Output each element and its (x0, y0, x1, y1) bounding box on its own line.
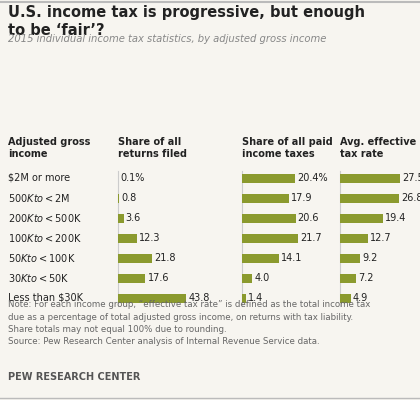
Text: $200K to <$500K: $200K to <$500K (8, 212, 82, 224)
Text: 0.8: 0.8 (121, 193, 136, 203)
Text: Less than $30K: Less than $30K (8, 293, 83, 303)
Bar (242, 174, 295, 182)
Text: 17.9: 17.9 (291, 193, 312, 203)
Bar (118, 234, 137, 242)
Bar (118, 214, 123, 222)
Bar (118, 254, 152, 262)
Text: 7.2: 7.2 (358, 273, 373, 283)
Bar (242, 254, 278, 262)
Text: 1.4: 1.4 (248, 293, 263, 303)
Text: 12.3: 12.3 (139, 233, 161, 243)
Text: 20.6: 20.6 (297, 213, 319, 223)
Text: 9.2: 9.2 (362, 253, 378, 263)
Text: $500K to <$2M: $500K to <$2M (8, 192, 71, 204)
Bar (242, 214, 296, 222)
Text: U.S. income tax is progressive, but enough
to be ‘fair’?: U.S. income tax is progressive, but enou… (8, 5, 365, 38)
Bar (242, 274, 252, 282)
Text: 2015 individual income tax statistics, by adjusted gross income: 2015 individual income tax statistics, b… (8, 34, 326, 44)
Text: 17.6: 17.6 (147, 273, 169, 283)
Text: 12.7: 12.7 (370, 233, 391, 243)
Text: 4.0: 4.0 (255, 273, 270, 283)
Text: 27.5%: 27.5% (402, 173, 420, 183)
Text: $30K to <$50K: $30K to <$50K (8, 272, 70, 284)
Text: Adjusted gross
income: Adjusted gross income (8, 137, 90, 159)
Text: PEW RESEARCH CENTER: PEW RESEARCH CENTER (8, 372, 140, 382)
Text: Note: For each income group, “effective tax rate” is defined as the total income: Note: For each income group, “effective … (8, 300, 370, 346)
Text: 26.8: 26.8 (401, 193, 420, 203)
Text: Share of all paid
income taxes: Share of all paid income taxes (242, 137, 333, 159)
Text: Avg. effective
tax rate: Avg. effective tax rate (340, 137, 416, 159)
Text: 43.8: 43.8 (188, 293, 210, 303)
Bar (340, 194, 399, 202)
Text: 20.4%: 20.4% (297, 173, 328, 183)
Bar (242, 234, 299, 242)
Text: 21.8: 21.8 (154, 253, 176, 263)
Text: 19.4: 19.4 (385, 213, 406, 223)
Text: $100K to <$200K: $100K to <$200K (8, 232, 82, 244)
Bar (340, 294, 351, 302)
Bar (118, 294, 186, 302)
Text: $50K to <$100K: $50K to <$100K (8, 252, 76, 264)
Text: $2M or more: $2M or more (8, 173, 70, 183)
Bar (340, 274, 356, 282)
Text: Share of all
returns filed: Share of all returns filed (118, 137, 187, 159)
Bar (340, 254, 360, 262)
Bar (242, 194, 289, 202)
Text: 3.6: 3.6 (126, 213, 141, 223)
Bar (118, 194, 119, 202)
Text: 14.1: 14.1 (281, 253, 302, 263)
Bar (118, 274, 145, 282)
Text: 0.1%: 0.1% (120, 173, 144, 183)
Bar (340, 214, 383, 222)
Text: 4.9: 4.9 (353, 293, 368, 303)
Bar (340, 174, 400, 182)
Bar (340, 234, 368, 242)
Bar (242, 294, 246, 302)
Text: 21.7: 21.7 (300, 233, 322, 243)
